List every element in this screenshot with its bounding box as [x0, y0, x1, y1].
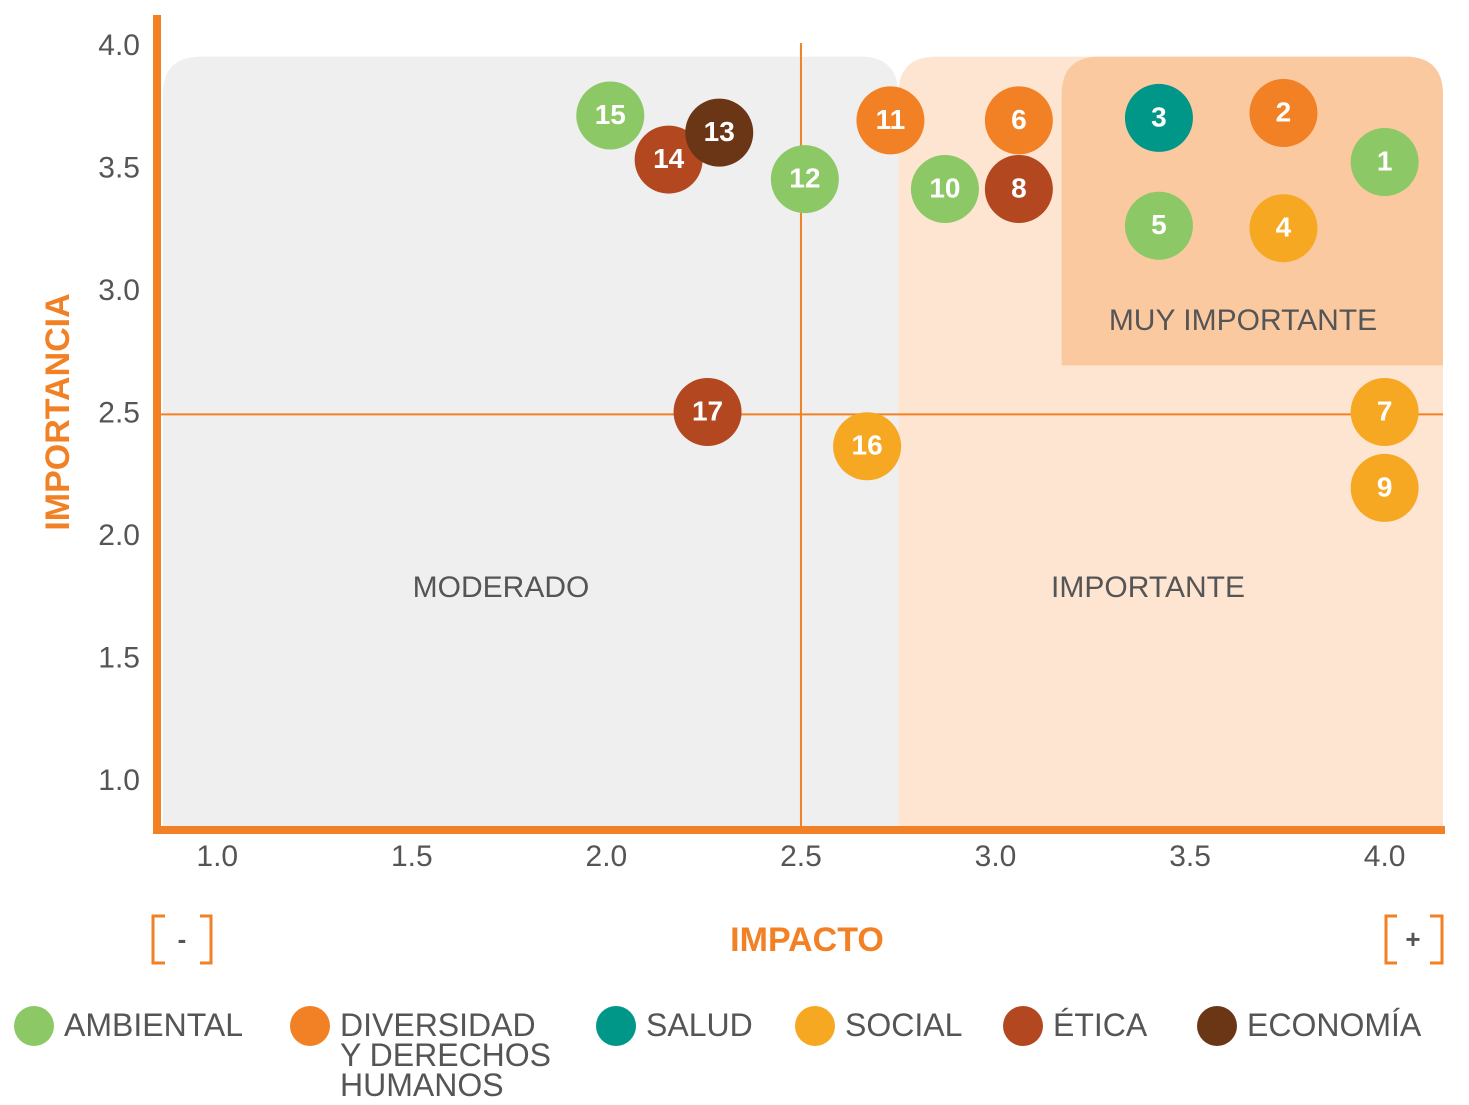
- legend-swatch: [290, 1006, 330, 1046]
- legend-swatch: [596, 1006, 636, 1046]
- legend-label: AMBIENTAL: [64, 1007, 243, 1043]
- point: [673, 377, 742, 446]
- high-label: +: [1405, 924, 1420, 954]
- point-label: 9: [1377, 471, 1393, 502]
- point: [1124, 83, 1193, 152]
- point-label: 1: [1377, 145, 1393, 176]
- legend-swatch: [14, 1006, 54, 1046]
- y-tick-label: 1.5: [98, 641, 140, 674]
- legend-item: DIVERSIDAD Y DERECHOS HUMANOS: [290, 1006, 560, 1103]
- zone-label: IMPORTANTE: [1051, 571, 1245, 604]
- zone-label: MODERADO: [413, 571, 590, 604]
- point: [1249, 194, 1318, 263]
- point: [1124, 191, 1193, 260]
- x-axis-label: IMPACTO: [730, 921, 884, 959]
- point-label: 2: [1276, 96, 1292, 127]
- legend-label: ÉTICA: [1053, 1007, 1148, 1043]
- point-label: 12: [789, 163, 820, 194]
- point: [910, 154, 979, 223]
- point-label: 10: [929, 172, 960, 203]
- point-label: 13: [704, 116, 735, 147]
- legend-swatch: [1197, 1006, 1237, 1046]
- point-label: 4: [1276, 212, 1292, 243]
- y-tick-label: 2.0: [98, 519, 140, 552]
- y-tick-label: 3.5: [98, 151, 140, 184]
- legend-swatch: [795, 1006, 835, 1046]
- y-tick-label: 1.0: [98, 764, 140, 797]
- point-label: 3: [1151, 101, 1167, 132]
- y-tick-label: 3.0: [98, 274, 140, 307]
- point: [770, 145, 839, 214]
- legend-label: DIVERSIDAD Y DERECHOS HUMANOS: [340, 1007, 552, 1103]
- bracket: [151, 914, 213, 965]
- point: [634, 125, 703, 194]
- legend-label: SALUD: [646, 1007, 753, 1043]
- point: [1350, 128, 1419, 197]
- point-label: 14: [653, 143, 685, 174]
- y-axis-label: IMPORTANCIA: [39, 293, 77, 530]
- point: [1350, 377, 1419, 446]
- x-tick-label: 3.0: [975, 840, 1017, 873]
- point-label: 5: [1151, 209, 1167, 240]
- point: [984, 86, 1053, 155]
- legend-label: SOCIAL: [845, 1007, 963, 1043]
- x-tick-label: 3.5: [1169, 840, 1211, 873]
- point-label: 6: [1011, 104, 1027, 135]
- chart: IMPORTANCIA IMPACTO - + MODERADO IMPORTAN…: [39, 15, 1445, 965]
- point-label: 11: [876, 104, 906, 135]
- x-tick-label: 4.0: [1364, 840, 1406, 873]
- legend-item: ÉTICA: [1003, 1006, 1148, 1046]
- zone-label: MUY IMPORTANTE: [1109, 304, 1377, 337]
- low-label: -: [178, 924, 187, 954]
- y-tick-label: 4.0: [98, 29, 140, 62]
- point: [1350, 453, 1419, 522]
- legend-swatch: [1003, 1006, 1043, 1046]
- point-label: 7: [1377, 395, 1393, 426]
- point: [685, 98, 754, 167]
- point: [576, 81, 645, 150]
- legend-item: SALUD: [596, 1006, 753, 1046]
- legend-item: AMBIENTAL: [14, 1006, 243, 1046]
- point-label: 15: [595, 99, 626, 130]
- legend-label: ECONOMÍA: [1247, 1007, 1422, 1043]
- x-tick-label: 1.5: [391, 840, 433, 873]
- bracket: [1384, 914, 1444, 965]
- legend-item: ECONOMÍA: [1197, 1006, 1422, 1046]
- point-label: 16: [852, 430, 883, 461]
- point: [833, 412, 902, 481]
- point: [1249, 79, 1318, 148]
- x-tick-label: 1.0: [196, 840, 238, 873]
- point-label: 8: [1011, 172, 1027, 203]
- point-label: 17: [692, 395, 723, 426]
- point: [856, 86, 925, 155]
- y-tick-label: 2.5: [98, 396, 140, 429]
- legend-item: SOCIAL: [795, 1006, 963, 1046]
- zone: [162, 56, 899, 832]
- point: [984, 154, 1053, 223]
- x-tick-label: 2.5: [780, 840, 822, 873]
- x-tick-label: 2.0: [586, 840, 628, 873]
